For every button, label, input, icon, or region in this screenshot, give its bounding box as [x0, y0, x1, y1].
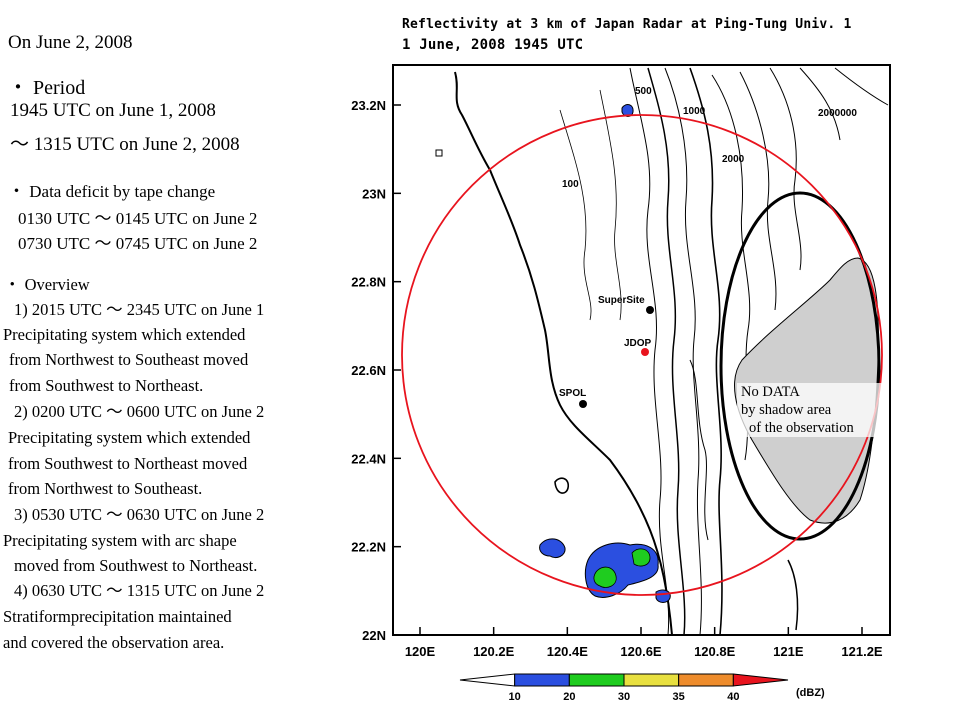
latitude-axis: 23.2N 23N 22.8N 22.6N 22.4N 22.2N 22N [351, 98, 401, 643]
lat-label: 22.4N [351, 451, 386, 466]
contour-label: 1000 [683, 106, 706, 117]
overview-label: ・ Overview [4, 275, 90, 294]
lat-label: 22.6N [351, 363, 386, 378]
overview-line: Precipitating system which extended [3, 325, 246, 344]
date-heading: On June 2, 2008 [8, 32, 133, 53]
colorbar-segment [514, 673, 570, 687]
no-data-line: No DATA [741, 384, 800, 400]
lon-label: 121.2E [841, 644, 883, 659]
lat-label: 22.2N [351, 540, 386, 555]
no-data-line: of the observation [749, 420, 854, 436]
contour-labels: 500 1000 2000 100 2000000 [562, 86, 857, 190]
contour-label: 2000000 [818, 108, 857, 119]
overview-line: from Northwest to Southeast moved [9, 350, 249, 369]
overview-line: 4) 0630 UTC ～ 1315 UTC on June 2 [14, 581, 265, 600]
colorbar-segment [678, 673, 734, 687]
no-data-line: by shadow area [741, 402, 832, 418]
lon-label: 120.6E [620, 644, 662, 659]
data-deficit-item: 0730 UTC ～ 0745 UTC on June 2 [18, 234, 258, 253]
stations: SuperSite JDOP SPOL [559, 295, 654, 408]
colorbar: 10 20 30 35 40 (dBZ) [459, 673, 825, 703]
colorbar-tick-label: 35 [673, 691, 685, 703]
coastline [454, 71, 673, 636]
overview-line: 2) 0200 UTC ～ 0600 UTC on June 2 [14, 402, 265, 421]
shadow-ellipse [719, 191, 881, 541]
overview-line: 1) 2015 UTC ～ 2345 UTC on June 1 [14, 300, 265, 319]
data-deficit-label: ・ Data deficit by tape change [8, 182, 216, 201]
precipitation-echoes [539, 104, 671, 603]
period-start: 1945 UTC on June 1, 2008 [10, 100, 216, 121]
station-label: SPOL [559, 388, 586, 399]
colorbar-segment [623, 673, 680, 687]
lat-label: 22N [362, 628, 386, 643]
overview-line: Stratiformprecipitation maintained [3, 607, 232, 626]
overview-line: and covered the observation area. [3, 633, 225, 652]
period-label: ・ Period [8, 77, 86, 99]
colorbar-unit: (dBZ) [796, 687, 825, 699]
colorbar-tick-label: 30 [618, 691, 630, 703]
map-title: Reflectivity at 3 km of Japan Radar at P… [402, 17, 852, 32]
lon-label: 120.2E [473, 644, 515, 659]
contour-label: 100 [562, 179, 579, 190]
colorbar-segment [568, 673, 625, 687]
lon-label: 120E [405, 644, 436, 659]
lon-label: 120.8E [694, 644, 736, 659]
overview-line: from Northwest to Southeast. [8, 479, 203, 498]
lat-label: 23.2N [351, 98, 386, 113]
colorbar-tick-label: 20 [563, 691, 575, 703]
longitude-axis: 120E 120.2E 120.4E 120.6E 120.8E 121E 121.2E [405, 627, 883, 659]
colorbar-segment [732, 673, 789, 687]
colorbar-segment [459, 673, 516, 687]
overview-line: moved from Southwest to Northeast. [14, 556, 258, 575]
station-marker-jdop [641, 348, 649, 356]
island [554, 477, 570, 494]
overview-line: Precipitating system which extended [8, 428, 251, 447]
colorbar-tick-label: 10 [509, 691, 521, 703]
overview-line: 3) 0530 UTC ～ 0630 UTC on June 2 [14, 505, 265, 524]
data-deficit-item: 0130 UTC ～ 0145 UTC on June 2 [18, 209, 258, 228]
no-data-note: No DATA by shadow area of the observatio… [737, 383, 889, 437]
contour-label: 500 [635, 86, 652, 97]
station-marker-supersite [646, 306, 654, 314]
lat-label: 22.8N [351, 275, 386, 290]
contour-label: 2000 [722, 154, 745, 165]
overview-line: from Southwest to Northeast moved [8, 454, 248, 473]
map-subtitle: 1 June, 2008 1945 UTC [402, 37, 584, 53]
terrain-contours [559, 67, 889, 636]
station-marker-spol [579, 400, 587, 408]
lat-label: 23N [362, 186, 386, 201]
colorbar-tick-label: 40 [727, 691, 739, 703]
period-end: ～ 1315 UTC on June 2, 2008 [10, 134, 240, 155]
station-label: JDOP [624, 338, 652, 349]
range-ring [401, 114, 883, 596]
lon-label: 120.4E [547, 644, 589, 659]
station-label: SuperSite [598, 295, 645, 306]
lon-label: 121E [773, 644, 804, 659]
overview-line: Precipitating system with arc shape [3, 531, 237, 550]
overview-line: from Southwest to Northeast. [9, 376, 204, 395]
